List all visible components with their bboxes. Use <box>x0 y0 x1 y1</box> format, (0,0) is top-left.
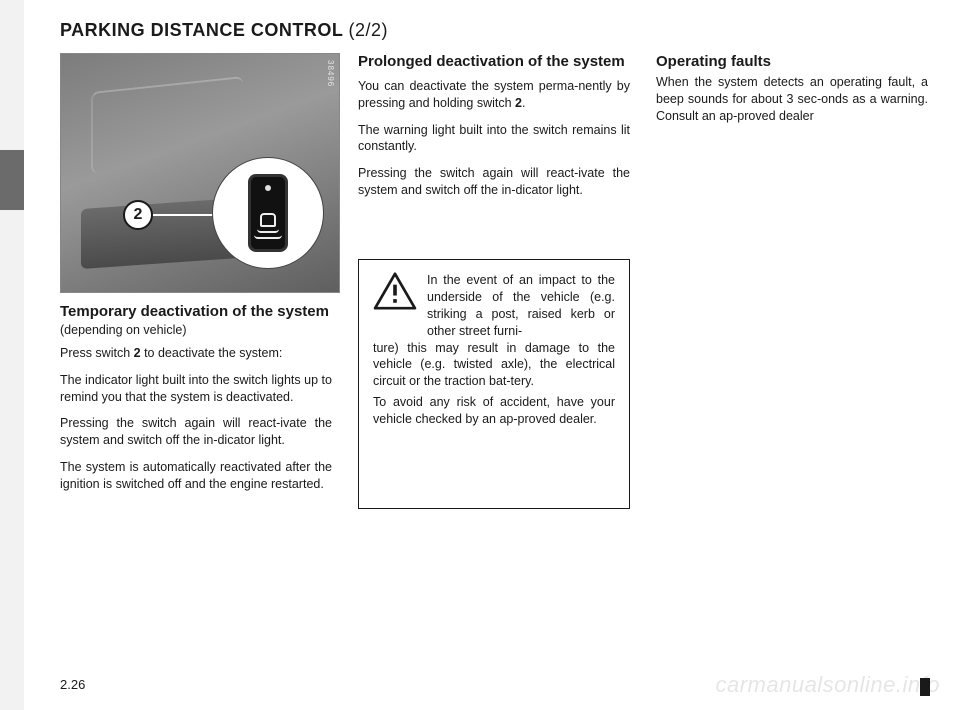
switch-led-icon <box>265 185 271 191</box>
callout-number: 2 <box>123 200 153 230</box>
car-glyph <box>260 213 276 227</box>
col1-p1-bold: 2 <box>134 346 141 360</box>
warning-content: In the event of an impact to the undersi… <box>373 272 615 340</box>
col2-p1-b: . <box>522 96 525 110</box>
col1-p1-a: Press switch <box>60 346 134 360</box>
warning-text: In the event of an impact to the undersi… <box>427 272 615 340</box>
title-suffix: (2/2) <box>349 20 389 40</box>
col2-p3: Pressing the switch again will react-iva… <box>358 165 630 199</box>
col3-heading: Operating faults <box>656 53 771 70</box>
dashboard-figure: 38496 2 <box>60 53 340 293</box>
manual-page: PARKING DISTANCE CONTROL (2/2) 38496 2 <box>0 0 960 710</box>
col3-p1: When the system detects an operating fau… <box>656 74 928 125</box>
warning-text-cont: ture) this may result in damage to the v… <box>373 340 615 428</box>
sensor-wave-1 <box>257 229 279 233</box>
content-columns: 38496 2 Temporary deactivation of th <box>60 53 928 509</box>
side-tab <box>0 0 24 710</box>
watermark: carmanualsonline.info <box>715 672 940 698</box>
col1-p3: Pressing the switch again will react-iva… <box>60 415 332 449</box>
column-3: Operating faults When the system detects… <box>656 53 928 509</box>
warning-box: In the event of an impact to the undersi… <box>358 259 630 509</box>
page-number: 2.26 <box>60 677 85 692</box>
col2-p1-a: You can deactivate the system perma-nent… <box>358 79 630 110</box>
sensor-wave-2 <box>254 235 282 239</box>
column-2: Prolonged deactivation of the system You… <box>358 53 630 509</box>
col2-p2: The warning light built into the switch … <box>358 122 630 156</box>
col1-p4: The system is automatically reactivated … <box>60 459 332 493</box>
col2-heading: Prolonged deactivation of the system <box>358 53 630 72</box>
col1-p1: Press switch 2 to deactivate the system: <box>60 345 332 362</box>
corner-mark <box>920 678 930 696</box>
column-1: 38496 2 Temporary deactivation of th <box>60 53 332 509</box>
warning-triangle-icon <box>373 272 417 340</box>
page-title: PARKING DISTANCE CONTROL (2/2) <box>60 20 928 41</box>
section-marker <box>0 150 24 210</box>
parking-sensor-icon <box>254 213 282 239</box>
warning-p1: In the event of an impact to the undersi… <box>427 273 615 338</box>
warning-p1-cont: ture) this may result in damage to the v… <box>373 340 615 391</box>
title-main: PARKING DISTANCE CONTROL <box>60 20 343 40</box>
col1-heading: Temporary deactivation of the system <box>60 303 332 322</box>
switch-inset <box>213 158 323 268</box>
col1-p2: The indicator light built into the switc… <box>60 372 332 406</box>
warning-p2: To avoid any risk of accident, have your… <box>373 394 615 428</box>
col2-p1: You can deactivate the system perma-nent… <box>358 78 630 112</box>
col1-p1-b: to deactivate the system: <box>141 346 283 360</box>
col1-depending: (depending on vehicle) <box>60 323 332 337</box>
col2-p1-bold: 2 <box>515 96 522 110</box>
pdc-switch-icon <box>248 174 288 252</box>
